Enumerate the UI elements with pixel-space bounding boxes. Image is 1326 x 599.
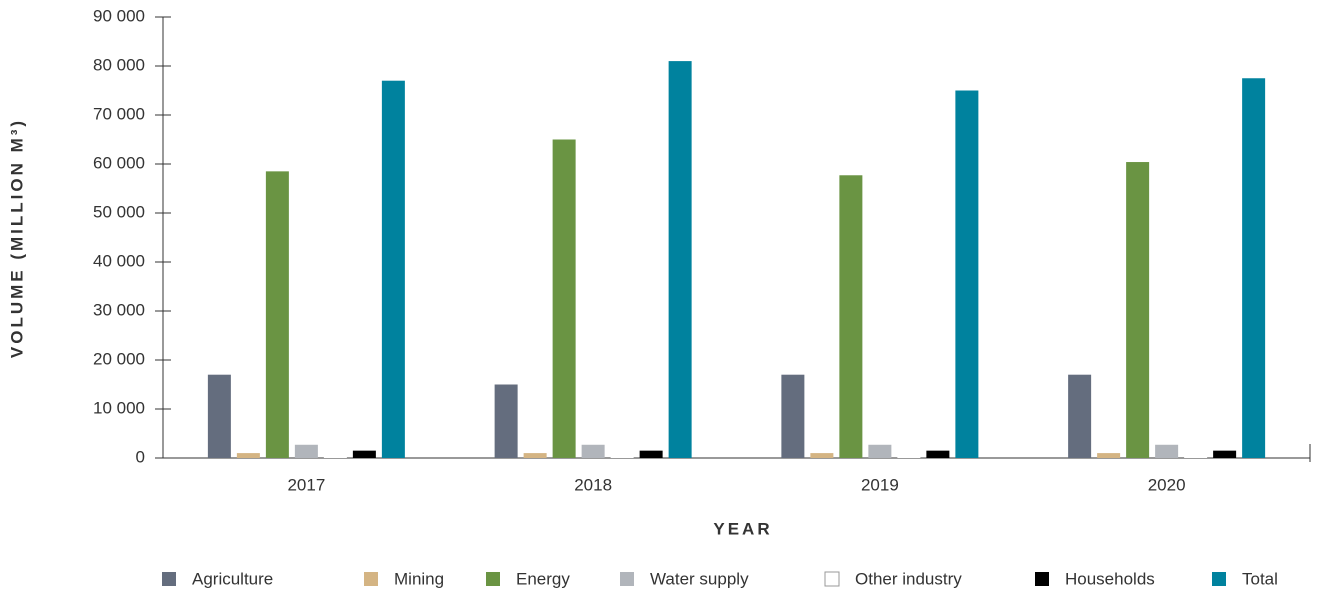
bar [1126,162,1150,459]
bar [1155,444,1179,458]
legend-swatch [162,572,176,586]
y-tick-label: 80 000 [93,55,145,74]
legend-swatch [824,571,840,587]
legend-swatch [1035,572,1049,586]
bar [294,444,318,458]
bar [781,374,805,458]
bar [955,90,979,458]
x-tick-label: 2018 [574,475,612,494]
bar [381,80,405,458]
y-tick-label: 40 000 [93,251,145,270]
x-tick-label: 2020 [1148,475,1186,494]
bar [1184,457,1208,458]
bar [265,171,289,458]
y-tick-label: 60 000 [93,153,145,172]
legend-label: Agriculture [192,569,273,588]
legend-label: Energy [516,569,570,588]
y-tick-label: 0 [136,447,145,466]
bar [668,61,692,458]
bar [1242,78,1266,458]
bar [926,450,950,458]
y-axis-title: VOLUME (MILLION M³) [7,118,26,358]
bar [868,444,892,458]
bar [1097,453,1121,458]
y-tick-label: 70 000 [93,104,145,123]
legend-label: Total [1242,569,1278,588]
y-tick-label: 90 000 [93,6,145,25]
bar [610,457,634,458]
bar [236,453,260,458]
legend-label: Water supply [650,569,749,588]
legend-label: Mining [394,569,444,588]
x-tick-label: 2019 [861,475,899,494]
legend-label: Households [1065,569,1155,588]
y-tick-label: 20 000 [93,349,145,368]
bar [523,453,547,458]
legend-label: Other industry [855,569,962,588]
bar [323,457,347,458]
legend-swatch [364,572,378,586]
bar [352,450,376,458]
legend-swatch [486,572,500,586]
bar [810,453,834,458]
x-tick-label: 2017 [287,475,325,494]
bar [1068,374,1092,458]
y-tick-label: 30 000 [93,300,145,319]
bar [639,450,663,458]
bar [494,384,518,458]
bar [897,457,921,458]
x-axis-title: YEAR [713,519,772,538]
bar [552,139,576,458]
bar [1213,450,1237,458]
legend-swatch [620,572,634,586]
bar [581,444,605,458]
bar [207,374,231,458]
y-tick-label: 50 000 [93,202,145,221]
legend-swatch [1212,572,1226,586]
y-tick-label: 10 000 [93,398,145,417]
bar [839,175,863,458]
